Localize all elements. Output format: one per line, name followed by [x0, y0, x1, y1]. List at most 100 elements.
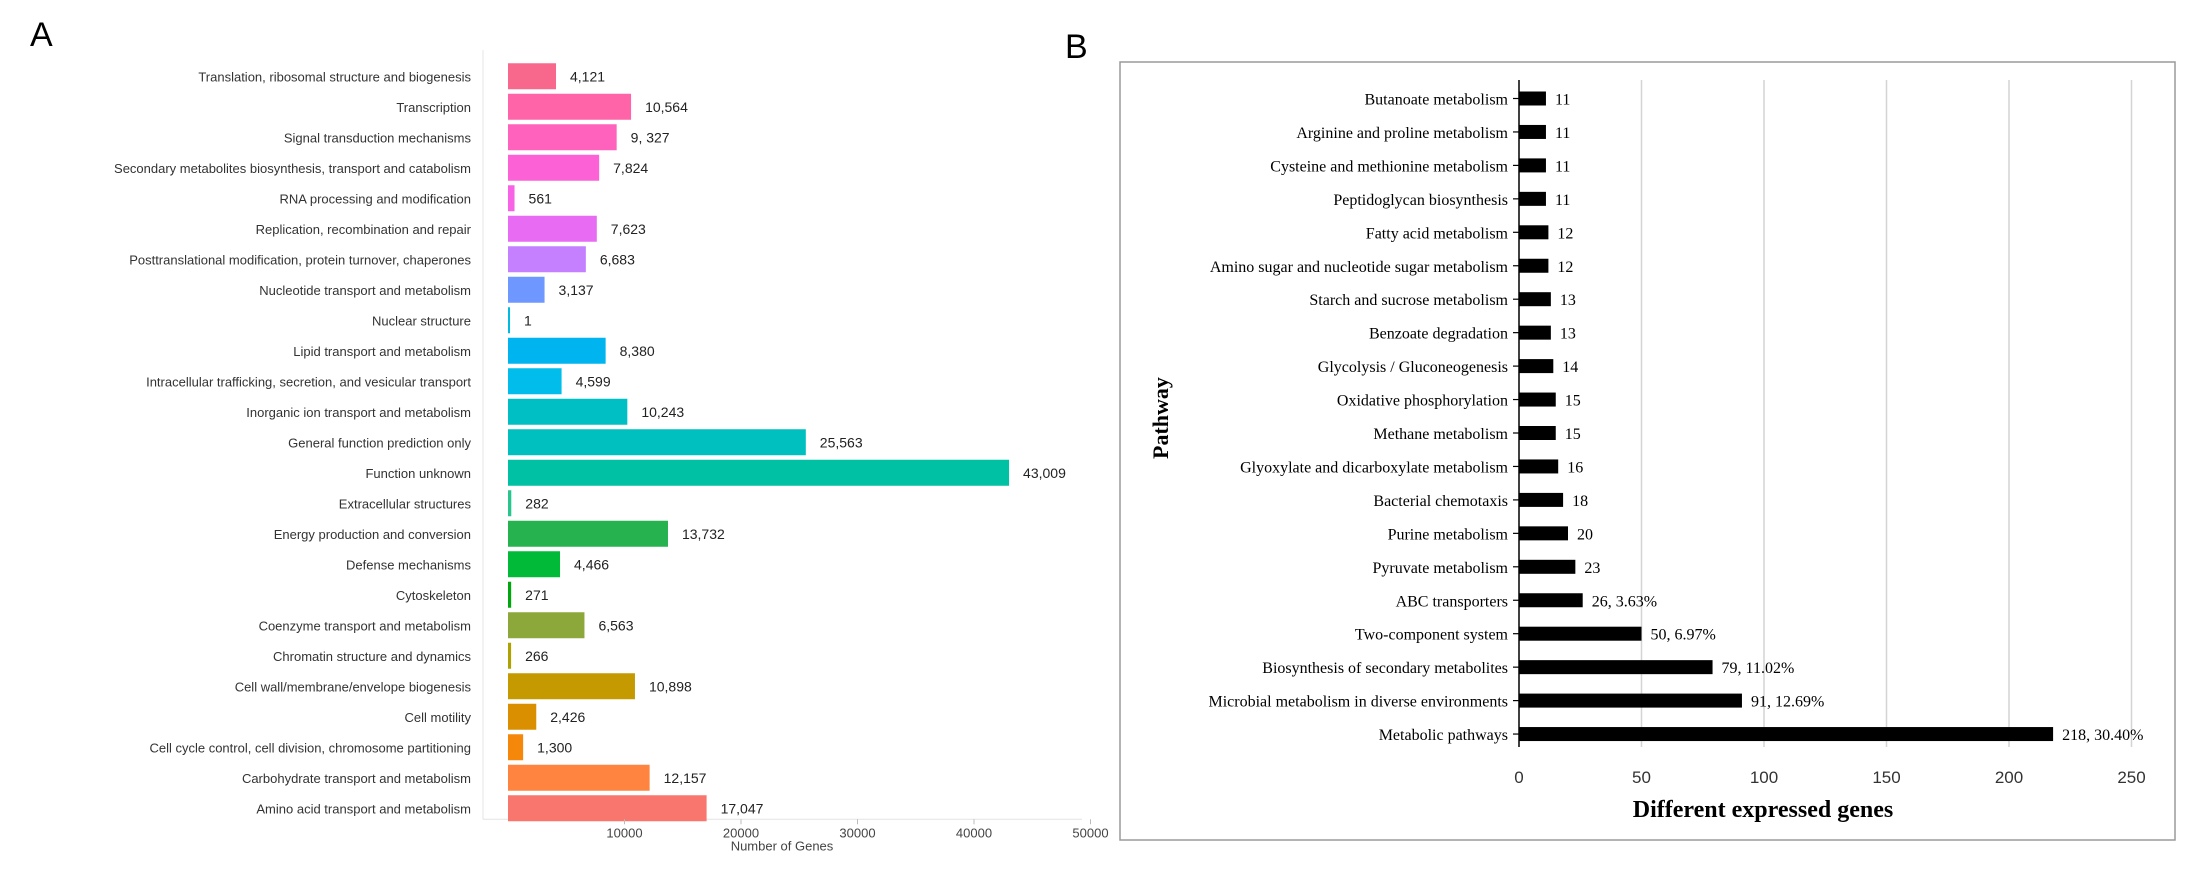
- panel-a-bar: [508, 63, 557, 90]
- panel-b-value-label: 79, 11.02%: [1722, 660, 1795, 677]
- panel-a-bar: [508, 215, 597, 242]
- panel-a-category-label: Cell motility: [405, 710, 472, 725]
- panel-a-bar: [508, 154, 600, 181]
- panel-a-category-label: Transcription: [396, 100, 471, 115]
- panel-b-category-label: Peptidoglycan biosynthesis: [1333, 192, 1508, 209]
- panel-a-category-label: Inorganic ion transport and metabolism: [246, 405, 471, 420]
- panel-a-category-label: Secondary metabolites biosynthesis, tran…: [114, 161, 471, 176]
- panel-a-value-label: 266: [525, 648, 549, 664]
- panel-b-bar: [1519, 91, 1546, 106]
- panel-b-category-label: Fatty acid metabolism: [1366, 225, 1509, 242]
- panel-b-value-label: 13: [1560, 292, 1576, 309]
- panel-a-x-tick-label: 20000: [723, 825, 759, 840]
- panel-a-value-label: 8,380: [620, 343, 655, 359]
- panel-a-value-label: 1,300: [537, 739, 572, 755]
- panel-a-category-label: Cytoskeleton: [396, 588, 471, 603]
- panel-a-value-label: 282: [525, 495, 549, 511]
- panel-b-bar: [1519, 325, 1551, 340]
- panel-b-bar: [1519, 392, 1556, 407]
- panel-a-value-label: 12,157: [664, 770, 707, 786]
- panel-b-category-label: Purine metabolism: [1388, 526, 1509, 543]
- panel-b-bar: [1519, 292, 1551, 307]
- panel-a-bar: [508, 124, 617, 151]
- panel-b-category-label: Butanoate metabolism: [1364, 92, 1508, 109]
- panel-b-category-label: Methane metabolism: [1373, 426, 1508, 443]
- panel-a-bar: [508, 551, 561, 578]
- panel-b-bar: [1519, 660, 1713, 675]
- panel-b-x-tick-label: 0: [1514, 768, 1523, 787]
- panel-b-value-label: 15: [1565, 393, 1581, 410]
- panel-a-bar: [508, 398, 628, 425]
- panel-a-letter: A: [30, 16, 53, 54]
- panel-a-value-label: 10,564: [645, 99, 688, 115]
- panel-b-bar: [1519, 426, 1556, 440]
- panel-a-value-label: 13,732: [682, 526, 725, 542]
- panel-a-x-tick-label: 50000: [1072, 825, 1108, 840]
- panel-b-category-label: Biosynthesis of secondary metabolites: [1262, 660, 1508, 677]
- panel-b-value-label: 91, 12.69%: [1751, 694, 1824, 711]
- panel-a-bar: [508, 612, 585, 639]
- panel-a-x-tick-label: 30000: [839, 825, 875, 840]
- panel-b-value-label: 11: [1555, 158, 1570, 175]
- panel-b-x-tick-label: 250: [2117, 768, 2145, 787]
- panel-a-category-label: Lipid transport and metabolism: [293, 344, 471, 359]
- panel-b-category-label: Arginine and proline metabolism: [1296, 125, 1508, 142]
- panel-a-x-axis-title: Number of Genes: [731, 838, 834, 853]
- panel-b-value-label: 50, 6.97%: [1651, 627, 1716, 644]
- panel-a-category-label: Amino acid transport and metabolism: [256, 801, 471, 816]
- panel-a-bar: [508, 337, 606, 364]
- panel-b-frame: [1119, 61, 2176, 841]
- panel-a-bar: [508, 307, 510, 334]
- panel-a-value-label: 9, 327: [631, 129, 670, 145]
- panel-a-bar: [508, 673, 635, 700]
- panel-a-bar: [508, 368, 562, 395]
- panel-b-bar: [1519, 258, 1549, 273]
- panel-b-x-tick-label: 100: [1750, 768, 1778, 787]
- panel-a-x-tick-label: 10000: [606, 825, 642, 840]
- panel-b-bar: [1519, 492, 1564, 507]
- panel-a-value-label: 4,466: [574, 556, 609, 572]
- panel-b-value-label: 12: [1557, 259, 1573, 276]
- panel-a-category-label: Function unknown: [365, 466, 471, 481]
- panel-a-value-label: 3,137: [559, 282, 594, 298]
- panel-a-value-label: 17,047: [721, 800, 764, 816]
- panel-a-category-label: Carbohydrate transport and metabolism: [242, 771, 471, 786]
- panel-b-letter: B: [1065, 28, 1088, 66]
- panel-a-chart: Translation, ribosomal structure and bio…: [114, 50, 1109, 853]
- panel-b-bar: [1519, 693, 1742, 708]
- panel-a-bar: [508, 459, 1010, 486]
- panel-a-bar: [508, 795, 707, 822]
- panel-b-value-label: 23: [1584, 560, 1600, 577]
- panel-a-bar: [508, 642, 512, 669]
- panel-b-bar: [1519, 727, 2054, 742]
- panel-b-value-label: 18: [1572, 493, 1588, 510]
- panel-b-value-label: 16: [1567, 459, 1583, 476]
- panel-b-category-label: ABC transporters: [1396, 593, 1508, 610]
- panel-a-value-label: 10,243: [641, 404, 684, 420]
- panel-b-bar: [1519, 593, 1583, 608]
- panel-b-bar: [1519, 158, 1546, 173]
- panel-b-value-label: 218, 30.40%: [2062, 727, 2143, 744]
- panel-b-x-tick-label: 50: [1632, 768, 1651, 787]
- panel-b-category-label: Starch and sucrose metabolism: [1309, 292, 1508, 309]
- panel-a-value-label: 43,009: [1023, 465, 1066, 481]
- panel-b-category-label: Benzoate degradation: [1369, 326, 1508, 343]
- panel-b-bar: [1519, 359, 1554, 374]
- panel-b-y-axis-title: Pathway: [1148, 377, 1173, 459]
- panel-b-category-label: Glyoxylate and dicarboxylate metabolism: [1240, 459, 1508, 476]
- panel-a-category-label: Replication, recombination and repair: [256, 222, 472, 237]
- panel-b-bar: [1519, 626, 1642, 641]
- panel-b-value-label: 26, 3.63%: [1592, 593, 1657, 610]
- panel-a-category-label: Extracellular structures: [339, 496, 472, 511]
- panel-a-bar: [508, 703, 537, 730]
- panel-b-value-label: 11: [1555, 192, 1570, 209]
- panel-a-category-label: Nucleotide transport and metabolism: [259, 283, 471, 298]
- panel-a-category-label: Energy production and conversion: [274, 527, 471, 542]
- panel-a-bar: [508, 734, 524, 761]
- panel-a-value-label: 4,121: [570, 68, 605, 84]
- panel-a-value-label: 2,426: [550, 709, 585, 725]
- panel-a-x-tick-label: 40000: [956, 825, 992, 840]
- panel-a-value-label: 561: [529, 190, 553, 206]
- panel-b-bar: [1519, 124, 1546, 139]
